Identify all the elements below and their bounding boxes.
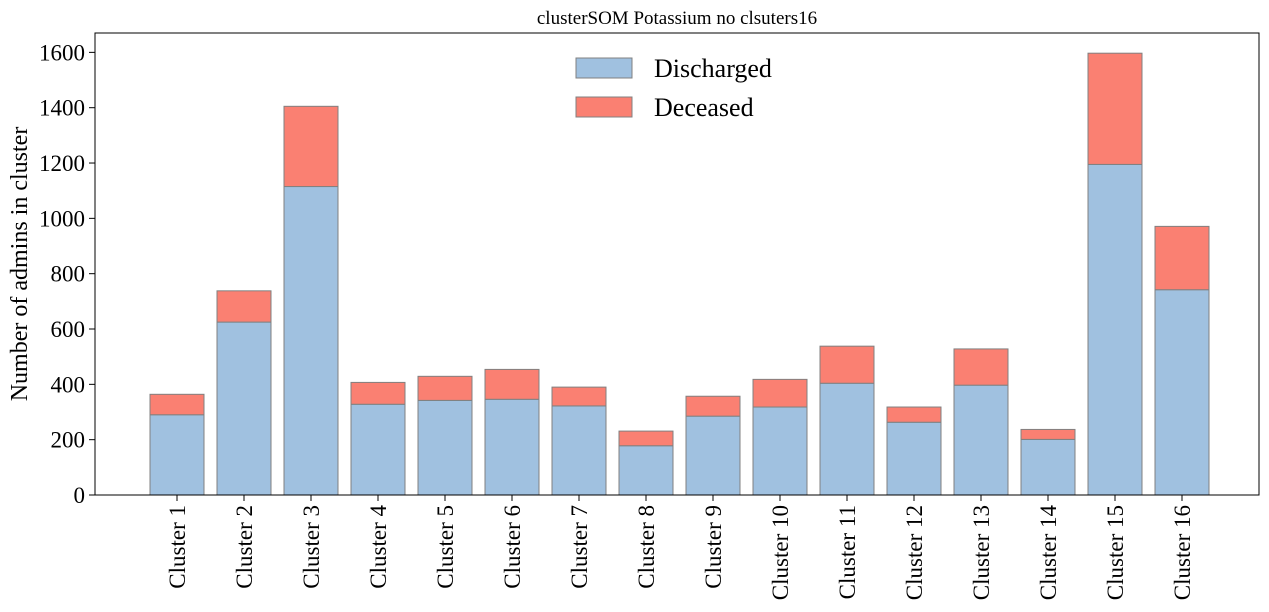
x-tick-label: Cluster 13 bbox=[969, 505, 994, 600]
bar-deceased-9 bbox=[685, 395, 741, 417]
x-tick-label: Cluster 14 bbox=[1036, 505, 1061, 601]
y-tick-label: 1000 bbox=[39, 206, 85, 231]
bar-discharged-3 bbox=[283, 186, 339, 496]
bar-deceased-1 bbox=[149, 393, 205, 416]
plot-frame bbox=[94, 32, 1260, 496]
y-tick-label: 800 bbox=[51, 262, 86, 287]
x-tick-label: Cluster 3 bbox=[299, 505, 324, 589]
bar-discharged-10 bbox=[752, 406, 808, 496]
bar-deceased-13 bbox=[953, 348, 1009, 386]
x-tick-label: Cluster 10 bbox=[768, 505, 793, 600]
bar-discharged-13 bbox=[953, 384, 1009, 496]
legend-swatch-deceased bbox=[575, 96, 633, 118]
bar-deceased-7 bbox=[551, 386, 607, 407]
bar-deceased-6 bbox=[484, 368, 540, 400]
bar-deceased-15 bbox=[1087, 52, 1143, 165]
bar-discharged-8 bbox=[618, 445, 674, 496]
bar-discharged-11 bbox=[819, 382, 875, 496]
x-tick-label: Cluster 6 bbox=[500, 505, 525, 589]
plot-area: 0 200 400 600 800 1000 1200 1400 1600 Cluster 1 Cl… bbox=[39, 40, 1210, 601]
bar-deceased-14 bbox=[1020, 428, 1076, 440]
legend-swatch-discharged bbox=[575, 57, 633, 79]
x-tick-label: Cluster 11 bbox=[835, 505, 860, 599]
x-tick-label: Cluster 1 bbox=[165, 505, 190, 589]
x-tick-label: Cluster 12 bbox=[902, 505, 927, 600]
y-tick-label: 1200 bbox=[39, 151, 85, 176]
x-tick-label: Cluster 16 bbox=[1170, 505, 1195, 600]
x-tick-label: Cluster 9 bbox=[701, 505, 726, 589]
legend-label-deceased: Deceased bbox=[654, 93, 754, 122]
bar-deceased-2 bbox=[216, 290, 272, 323]
y-tick-label: 1600 bbox=[39, 40, 85, 65]
x-tick-label: Cluster 4 bbox=[366, 505, 391, 589]
y-tick-label: 0 bbox=[74, 483, 86, 508]
bar-deceased-10 bbox=[752, 378, 808, 408]
bar-discharged-4 bbox=[350, 403, 406, 496]
y-axis-label: Number of admins in cluster bbox=[7, 127, 33, 402]
bar-discharged-15 bbox=[1087, 163, 1143, 496]
x-tick-label: Cluster 8 bbox=[634, 505, 659, 589]
bar-discharged-6 bbox=[484, 398, 540, 496]
x-tick-label: Cluster 2 bbox=[232, 505, 257, 589]
y-tick-label: 400 bbox=[51, 372, 86, 397]
bar-discharged-2 bbox=[216, 321, 272, 496]
bar-discharged-5 bbox=[417, 399, 473, 496]
bar-deceased-5 bbox=[417, 375, 473, 401]
x-tick-label: Cluster 7 bbox=[567, 505, 592, 589]
y-tick-label: 1400 bbox=[39, 96, 85, 121]
bar-discharged-1 bbox=[149, 414, 205, 496]
bar-deceased-8 bbox=[618, 430, 674, 447]
bar-discharged-16 bbox=[1154, 289, 1210, 496]
chart-title: clusterSOM Potassium no clsuters16 bbox=[537, 8, 817, 29]
bar-deceased-4 bbox=[350, 381, 406, 405]
bar-deceased-11 bbox=[819, 345, 875, 384]
bar-discharged-7 bbox=[551, 405, 607, 496]
bar-deceased-12 bbox=[886, 406, 942, 423]
legend-label-discharged: Discharged bbox=[654, 54, 772, 83]
bar-discharged-14 bbox=[1020, 438, 1076, 496]
y-tick-label: 600 bbox=[51, 317, 86, 342]
x-tick-label: Cluster 5 bbox=[433, 505, 458, 589]
legend: Discharged Deceased bbox=[575, 54, 772, 122]
bar-discharged-9 bbox=[685, 415, 741, 496]
x-tick-label: Cluster 15 bbox=[1103, 505, 1128, 600]
bar-deceased-3 bbox=[283, 105, 339, 188]
bar-deceased-16 bbox=[1154, 225, 1210, 291]
y-tick-label: 200 bbox=[51, 428, 86, 453]
bar-discharged-12 bbox=[886, 421, 942, 496]
